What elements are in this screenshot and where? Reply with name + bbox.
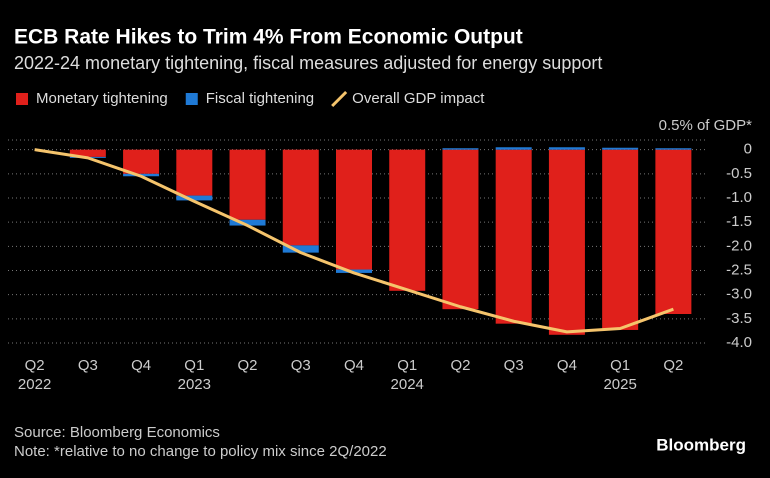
bar [229,219,266,226]
x-year-label: 2024 [391,376,424,393]
x-tick-label: Q1 [184,357,204,374]
x-tick-label: Q4 [344,357,364,374]
gdp-line [34,148,674,334]
bar [495,149,532,324]
bar [442,149,479,310]
legend-label: Fiscal tightening [206,90,314,107]
bar [602,149,639,330]
x-year-label: 2023 [178,376,211,393]
bar [336,149,372,270]
chart-subtitle: 2022-24 monetary tightening, fiscal meas… [14,53,602,73]
legend-line [331,90,348,108]
bar [123,149,160,174]
x-tick-label: Q2 [238,357,258,374]
legend-label: Overall GDP impact [352,90,485,107]
x-tick-label: Q4 [557,357,577,374]
legend-swatch [16,93,28,105]
bar [655,149,692,314]
y-tick-label: -1.5 [726,213,752,230]
bar [282,149,319,246]
bar [336,269,372,273]
bar [548,149,585,335]
bar [229,149,266,220]
bar [176,149,213,196]
bar [389,149,426,291]
y-tick-label: 0 [744,141,752,158]
bar [495,147,532,150]
x-tick-label: Q3 [78,357,98,374]
y-tick-label: -0.5 [726,165,752,182]
x-tick-label: Q4 [131,357,151,374]
source: Source: Bloomberg Economics [14,424,220,441]
x-tick-label: Q3 [291,357,311,374]
bar [282,245,319,253]
y-tick-label: -2.5 [726,261,752,278]
y-tick-label: -1.0 [726,189,752,206]
legend-swatch [185,93,198,105]
y-tick-label: -2.0 [726,237,752,254]
brand: Bloomberg [656,435,746,454]
x-tick-label: Q2 [663,357,683,374]
bar [442,148,479,150]
y-tick-label: -4.0 [726,334,752,351]
x-tick-label: Q3 [504,357,524,374]
bar [655,148,692,150]
note: Note: *relative to no change to policy m… [14,443,387,460]
bar [602,147,639,150]
bar [548,147,585,150]
x-tick-label: Q1 [397,357,417,374]
x-tick-label: Q2 [450,357,470,374]
chart-title: ECB Rate Hikes to Trim 4% From Economic … [14,26,523,49]
bar [176,195,213,201]
x-year-label: 2025 [603,376,636,393]
y-tick-label: -3.5 [726,310,752,327]
y-tick-label: -3.0 [726,286,752,303]
bar [69,149,106,157]
legend-label: Monetary tightening [36,90,168,107]
y-axis-label: 0.5% of GDP* [659,117,753,134]
x-tick-label: Q2 [25,357,45,374]
x-tick-label: Q1 [610,357,630,374]
x-year-label: 2022 [18,376,51,393]
